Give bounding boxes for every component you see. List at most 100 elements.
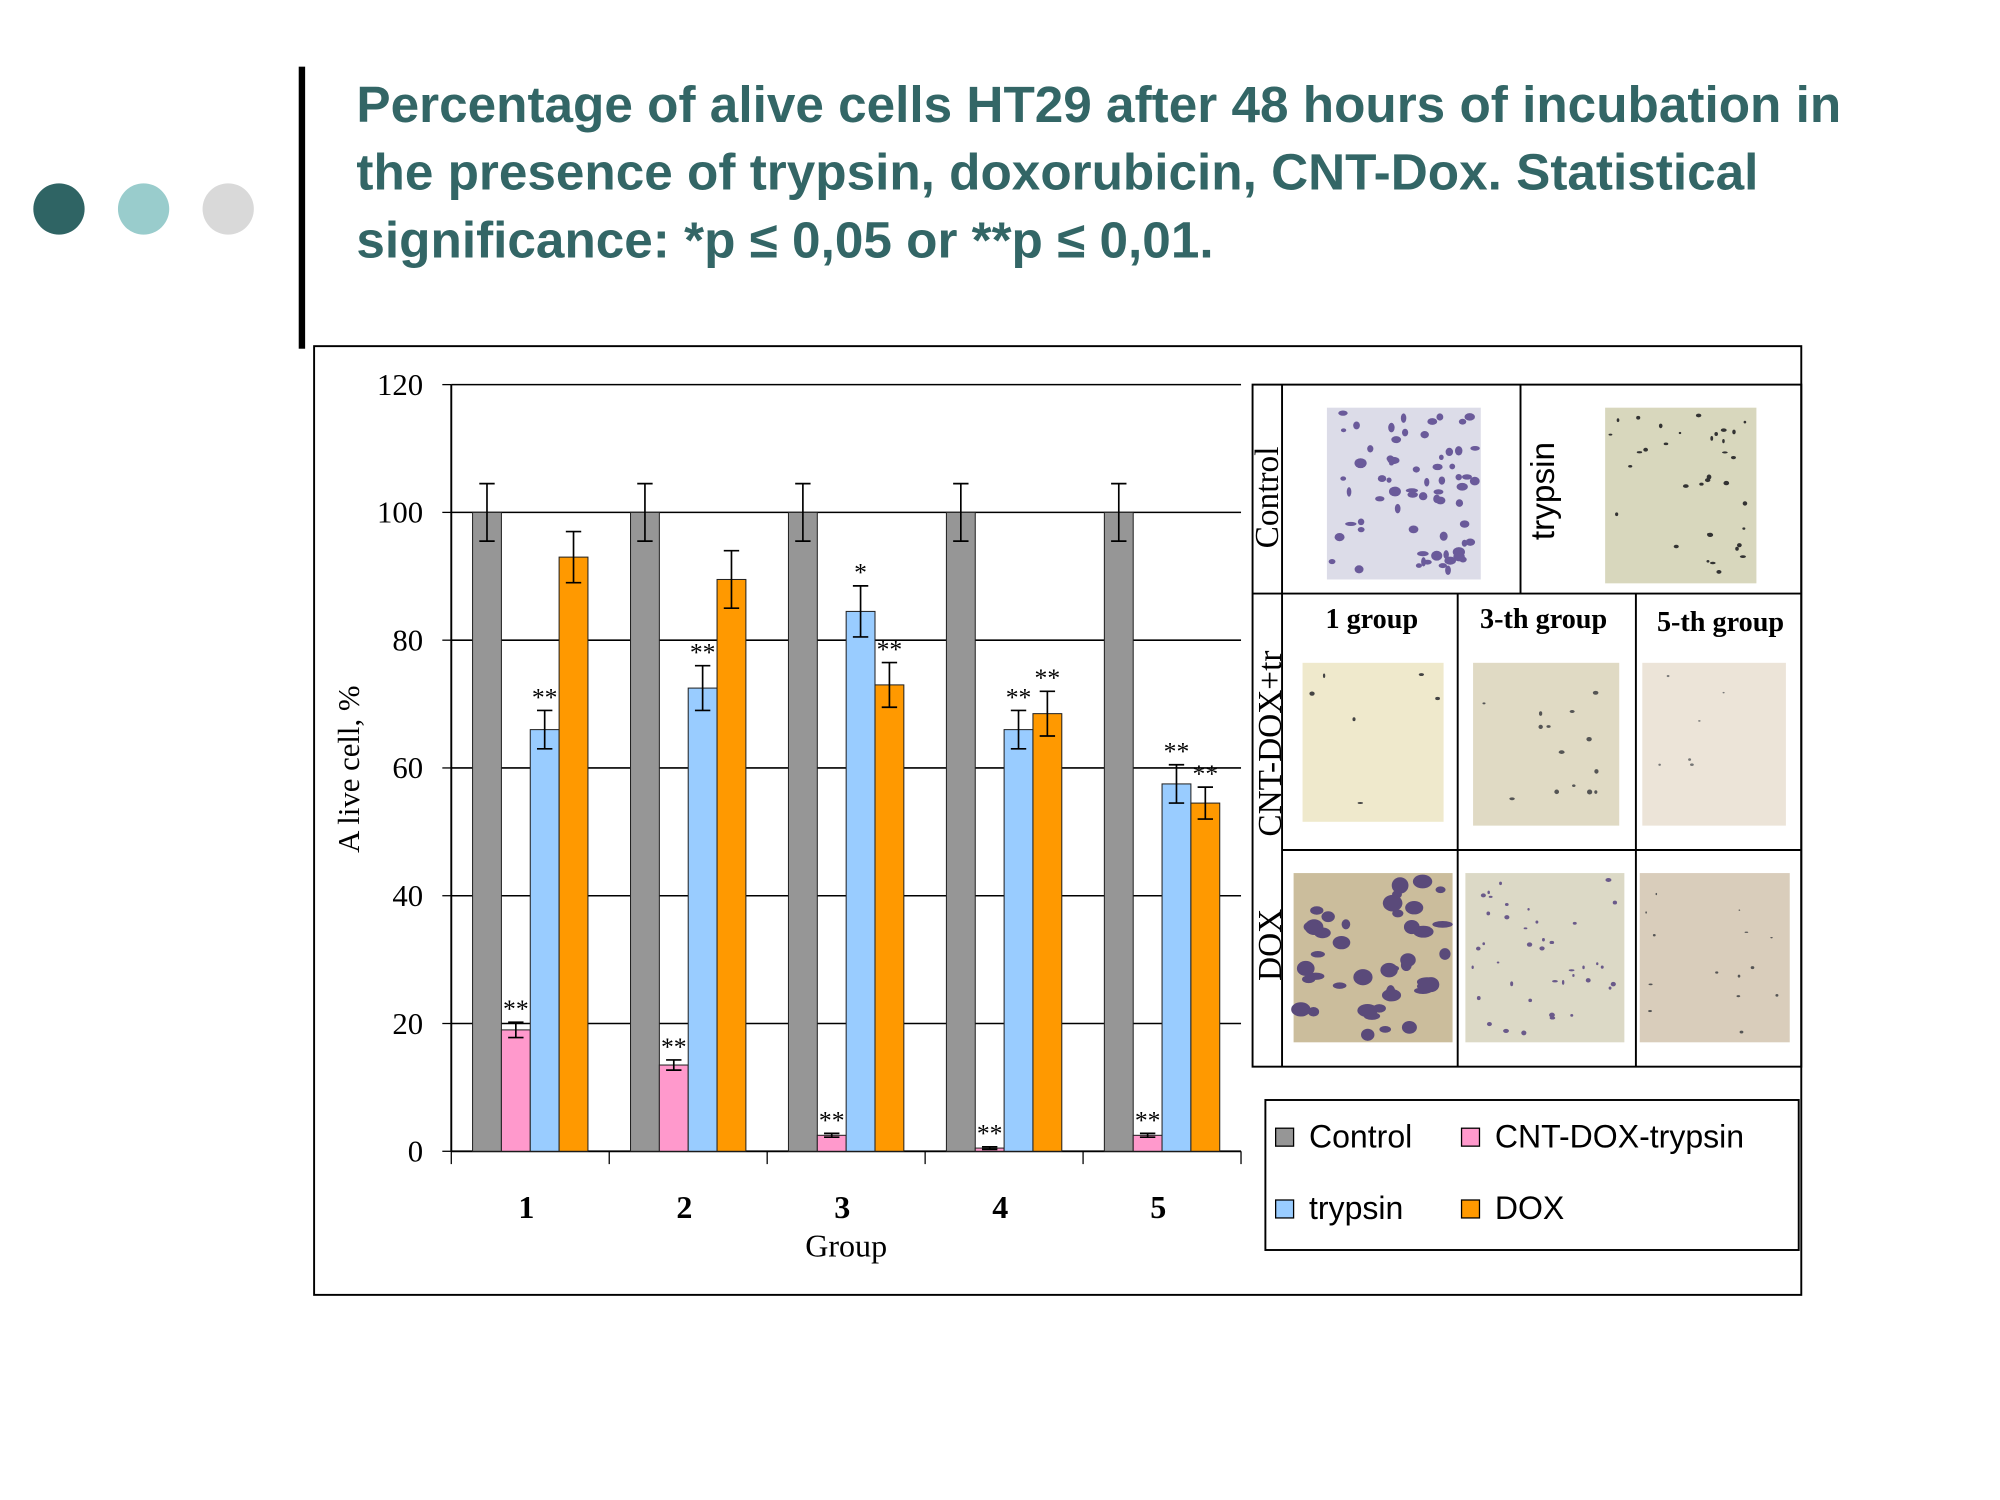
- cell: [1296, 960, 1315, 976]
- cell: [1382, 894, 1403, 912]
- bar: [1103, 511, 1134, 1152]
- cell: [1310, 951, 1325, 958]
- cell: [1487, 890, 1490, 895]
- cell: [1302, 975, 1316, 984]
- cell: [1596, 962, 1599, 966]
- bar: [787, 511, 818, 1152]
- error-bar: [508, 1021, 524, 1039]
- x-tick-label: 2: [676, 1189, 692, 1225]
- title-box: Percentage of alive cells HT29 after 48 …: [356, 76, 1842, 270]
- cell: [1340, 476, 1347, 481]
- cell: [1367, 445, 1374, 453]
- cell: [1401, 428, 1409, 437]
- cell: [1503, 1028, 1509, 1033]
- cell: [1673, 544, 1679, 549]
- cell: [1338, 410, 1348, 416]
- cell: [1730, 455, 1736, 460]
- cell: [1586, 736, 1592, 742]
- cell: [1552, 979, 1558, 983]
- cell: [1421, 557, 1426, 567]
- cell: [1433, 489, 1444, 495]
- y-tick-label: 40: [392, 879, 423, 913]
- significance-label: **: [690, 638, 716, 667]
- cell: [1605, 878, 1612, 882]
- cell: [1739, 1030, 1744, 1034]
- cell: [1549, 940, 1555, 945]
- cell: [1361, 1028, 1375, 1041]
- cell: [1354, 458, 1367, 469]
- panel-grid: [1251, 383, 1803, 1068]
- cell: [1443, 550, 1449, 560]
- cell: [1594, 790, 1598, 794]
- legend-label: trypsin: [1309, 1190, 1403, 1226]
- cell: [1523, 927, 1528, 930]
- micrograph: [1639, 873, 1790, 1043]
- cell: [1314, 927, 1331, 939]
- cell: [1594, 769, 1599, 774]
- cell: [1775, 994, 1779, 997]
- cell: [1572, 784, 1576, 788]
- cell: [1388, 422, 1395, 433]
- panel-label: DOX: [1252, 909, 1289, 981]
- error-bar: [666, 1059, 682, 1071]
- micrograph: [1605, 407, 1757, 584]
- cell: [1418, 673, 1425, 677]
- cell: [1354, 973, 1364, 983]
- cell: [1504, 903, 1509, 906]
- cell: [1504, 915, 1510, 920]
- cell: [1480, 893, 1486, 898]
- cell: [1739, 555, 1746, 559]
- cell: [1558, 750, 1565, 754]
- legend-swatch: [1275, 1127, 1295, 1147]
- cell: [1482, 942, 1486, 946]
- error-bar: [1039, 690, 1056, 737]
- cell: [1420, 431, 1429, 439]
- bar: [945, 511, 976, 1152]
- cell: [1436, 413, 1444, 421]
- cell: [1310, 906, 1324, 915]
- cell: [1352, 717, 1356, 722]
- cell: [1510, 981, 1514, 987]
- cell: [1561, 980, 1565, 985]
- cell: [1464, 413, 1475, 421]
- dot: [33, 183, 85, 235]
- y-axis-label: A live cell, %: [332, 686, 366, 853]
- cell: [1392, 890, 1402, 899]
- cell: [1592, 690, 1599, 695]
- significance-label: **: [1006, 682, 1032, 711]
- cell: [1554, 789, 1560, 795]
- y-tick-label: 0: [408, 1135, 423, 1169]
- micrograph: [1465, 873, 1625, 1043]
- cell: [1742, 527, 1746, 530]
- panel-label: 3-th group: [1480, 604, 1607, 635]
- cell: [1723, 480, 1730, 486]
- error-bar: [1010, 709, 1027, 750]
- cell: [1742, 501, 1748, 506]
- cell: [1459, 520, 1470, 528]
- cell: [1496, 961, 1500, 964]
- cell: [1509, 797, 1515, 801]
- cell: [1666, 675, 1670, 678]
- bar: [1190, 802, 1221, 1152]
- cell: [1690, 763, 1694, 766]
- cell: [1572, 921, 1577, 925]
- cell: [1608, 986, 1612, 990]
- cell: [1526, 942, 1533, 947]
- cell: [1334, 532, 1345, 542]
- cell: [1427, 418, 1438, 425]
- slide-title: Percentage of alive cells HT29 after 48 …: [356, 76, 1842, 270]
- cell: [1405, 900, 1424, 915]
- cell: [1720, 428, 1727, 432]
- cell: [1538, 711, 1543, 716]
- cell: [1722, 439, 1725, 444]
- cell: [1645, 911, 1647, 914]
- cell: [1291, 1002, 1311, 1017]
- cell: [1417, 551, 1429, 557]
- panel-label: trypsin: [1525, 442, 1562, 540]
- cell: [1435, 886, 1446, 894]
- cell: [1658, 423, 1663, 429]
- cell: [1471, 965, 1474, 969]
- x-tick-label: 5: [1150, 1189, 1166, 1225]
- cell: [1321, 911, 1335, 923]
- cell: [1628, 464, 1633, 468]
